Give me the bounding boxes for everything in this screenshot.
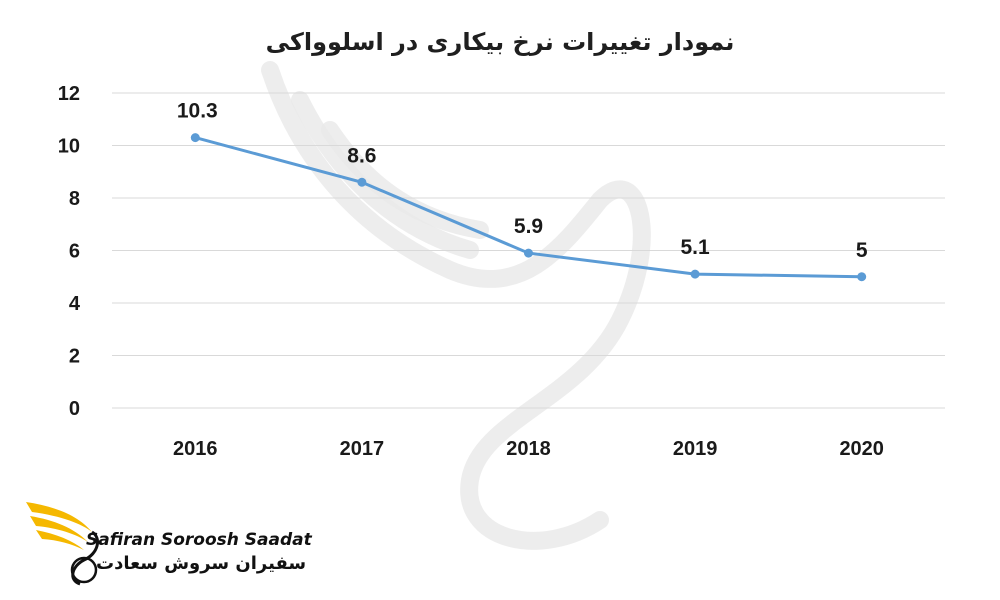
y-tick-label: 10	[58, 136, 80, 158]
x-axis-ticks: 2016 2017 2018 2019 2020	[173, 438, 884, 460]
x-tick-label: 2016	[173, 438, 218, 460]
x-tick-label: 2020	[839, 438, 884, 460]
brand-logo	[26, 502, 100, 586]
data-label: 5.1	[680, 236, 710, 259]
data-labels: 10.3 8.6 5.9 5.1 5	[177, 100, 868, 262]
y-tick-label: 8	[69, 188, 80, 210]
data-point	[190, 133, 200, 143]
gridlines	[112, 92, 945, 409]
x-tick-label: 2019	[673, 438, 718, 460]
chart-title: نمودار تغییرات نرخ بیکاری در اسلوواکی	[266, 28, 735, 56]
y-tick-label: 4	[69, 293, 81, 315]
data-point	[524, 248, 533, 258]
data-point	[357, 177, 367, 187]
y-axis-ticks: 0 2 4 6 8 10 12	[58, 83, 81, 420]
data-label: 5.9	[514, 215, 543, 238]
y-tick-label: 0	[69, 398, 80, 420]
brand-name-fa: سفیران سروش سعادت	[96, 553, 307, 574]
brand-name-en: Safiran Soroosh Saadat	[86, 530, 312, 550]
wing-logo-icon	[26, 502, 100, 586]
y-tick-label: 6	[69, 241, 80, 263]
watermark-bird-icon	[261, 61, 651, 550]
y-tick-label: 12	[58, 83, 80, 105]
y-tick-label: 2	[69, 346, 80, 368]
series-points	[190, 133, 867, 282]
x-tick-label: 2017	[340, 438, 385, 460]
data-label: 5	[856, 239, 868, 262]
data-point	[690, 269, 700, 279]
x-tick-label: 2018	[506, 438, 551, 460]
data-label: 8.6	[347, 144, 376, 167]
data-point	[857, 272, 867, 282]
data-label: 10.3	[177, 100, 218, 123]
